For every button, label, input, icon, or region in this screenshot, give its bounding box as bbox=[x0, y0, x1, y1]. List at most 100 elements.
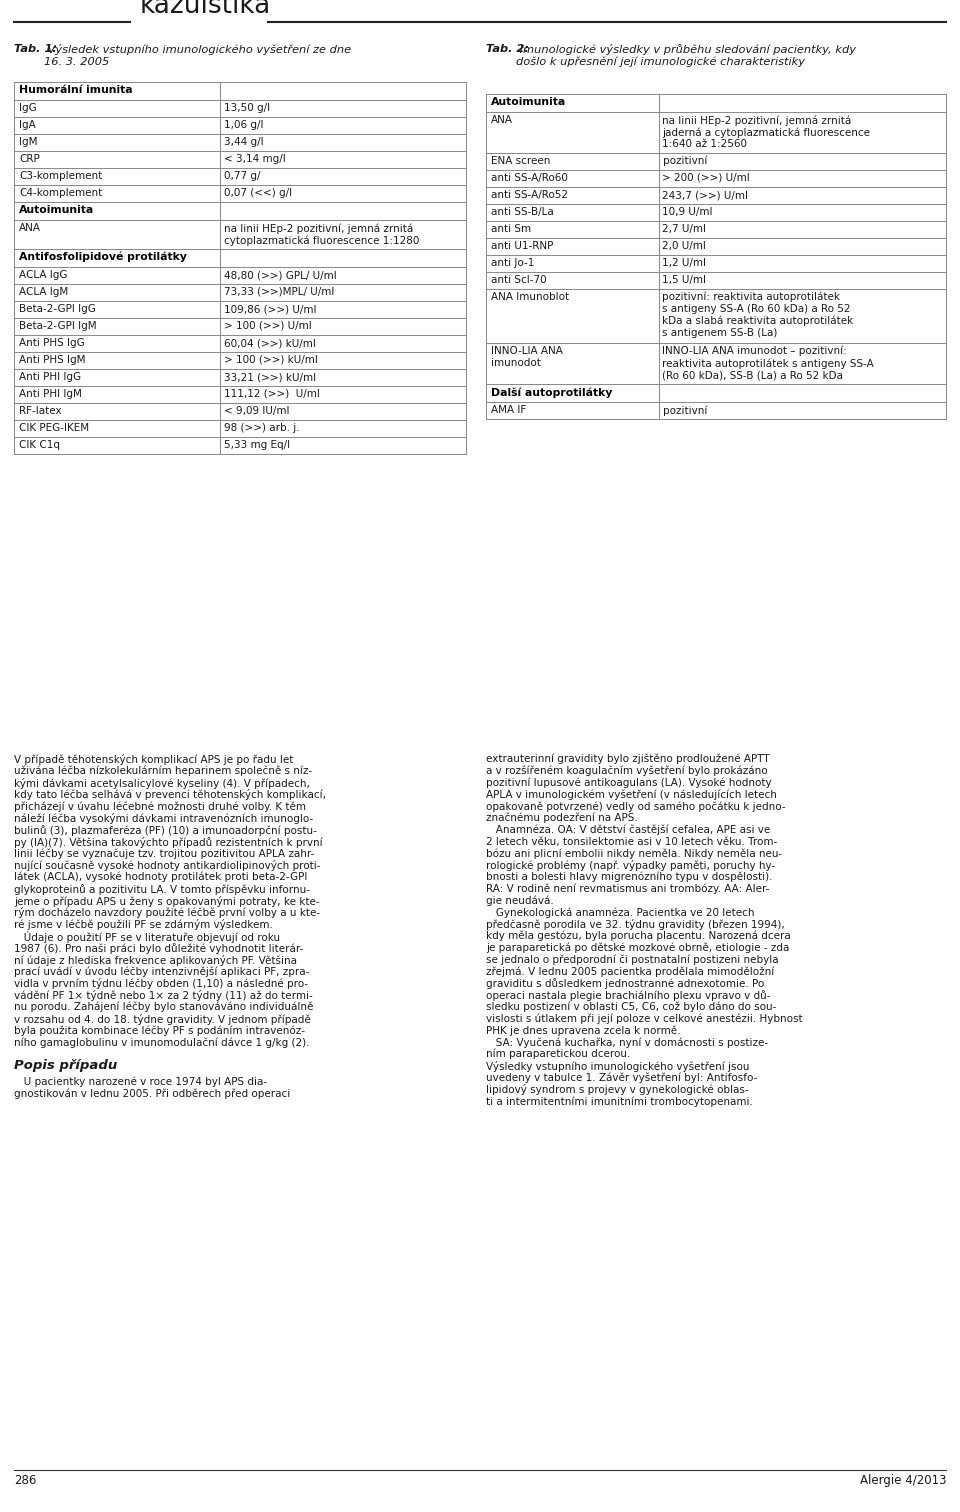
Text: anti U1-RNP: anti U1-RNP bbox=[491, 240, 553, 251]
Text: operaci nastala plegie brachiálního plexu vpravo v dů-: operaci nastala plegie brachiálního plex… bbox=[486, 990, 771, 1001]
Text: 13,50 g/l: 13,50 g/l bbox=[224, 103, 270, 113]
Text: vislosti s útlakem při její poloze v celkové anestézii. Hybnost: vislosti s útlakem při její poloze v cel… bbox=[486, 1013, 803, 1024]
Text: byla použita kombinace léčby PF s podáním intravenóz-: byla použita kombinace léčby PF s podání… bbox=[14, 1025, 305, 1036]
Text: APLA v imunologickém vyšetření (v následujících letech: APLA v imunologickém vyšetření (v násled… bbox=[486, 789, 777, 800]
Text: PHK je dnes upravena zcela k normě.: PHK je dnes upravena zcela k normě. bbox=[486, 1025, 681, 1036]
Text: ACLA IgG: ACLA IgG bbox=[19, 271, 67, 280]
Text: kazuistika: kazuistika bbox=[140, 0, 272, 20]
Text: anti SS-B/La: anti SS-B/La bbox=[491, 207, 554, 218]
Text: Další autoprotilátky: Další autoprotilátky bbox=[491, 387, 612, 398]
Text: ENA screen: ENA screen bbox=[491, 156, 550, 166]
Text: ní údaje z hlediska frekvence aplikovaných PF. Většina: ní údaje z hlediska frekvence aplikovaný… bbox=[14, 954, 297, 966]
Text: RF-latex: RF-latex bbox=[19, 407, 61, 416]
Text: anti SS-A/Ro60: anti SS-A/Ro60 bbox=[491, 172, 568, 183]
Text: 10,9 U/ml: 10,9 U/ml bbox=[662, 207, 713, 218]
Text: 73,33 (>>)MPL/ U/ml: 73,33 (>>)MPL/ U/ml bbox=[224, 287, 334, 296]
Text: 0,07 (<<) g/l: 0,07 (<<) g/l bbox=[224, 187, 292, 198]
Text: ANA Imunoblot: ANA Imunoblot bbox=[491, 292, 569, 302]
Text: rologické problémy (např. výpadky paměti, poruchy hy-: rologické problémy (např. výpadky paměti… bbox=[486, 860, 776, 871]
Text: CIK C1q: CIK C1q bbox=[19, 440, 60, 451]
Text: 1,2 U/ml: 1,2 U/ml bbox=[662, 259, 707, 268]
Text: C4-komplement: C4-komplement bbox=[19, 187, 103, 198]
Text: jeme o případu APS u ženy s opakovanými potraty, ke kte-: jeme o případu APS u ženy s opakovanými … bbox=[14, 895, 320, 907]
Text: IgA: IgA bbox=[19, 119, 36, 130]
Text: ti a intermitentními imunitními trombocytopenami.: ti a intermitentními imunitními trombocy… bbox=[486, 1096, 753, 1107]
Text: sledku postizení v oblasti C5, C6, což bylo dáno do sou-: sledku postizení v oblasti C5, C6, což b… bbox=[486, 1002, 777, 1013]
Text: kdy tato léčba selhává v prevenci těhotenských komplikací,: kdy tato léčba selhává v prevenci těhote… bbox=[14, 789, 326, 800]
Text: vidla v prvním týdnu léčby obden (1,10) a následné pro-: vidla v prvním týdnu léčby obden (1,10) … bbox=[14, 978, 308, 989]
Text: Anti PHS IgG: Anti PHS IgG bbox=[19, 339, 84, 348]
Text: 2,0 U/ml: 2,0 U/ml bbox=[662, 240, 707, 251]
Text: glykoproteinů a pozitivitu LA. V tomto příspěvku infornu-: glykoproteinů a pozitivitu LA. V tomto p… bbox=[14, 885, 310, 895]
Text: na linii HEp-2 pozitivní, jemná zrnitá
cytoplazmatická fluorescence 1:1280: na linii HEp-2 pozitivní, jemná zrnitá c… bbox=[224, 222, 419, 246]
Text: Alergie 4/2013: Alergie 4/2013 bbox=[859, 1474, 946, 1486]
Text: IgM: IgM bbox=[19, 138, 37, 147]
Text: C3-komplement: C3-komplement bbox=[19, 171, 103, 181]
Text: V případě těhotenských komplikací APS je po řadu let: V případě těhotenských komplikací APS je… bbox=[14, 754, 294, 765]
Text: pozitivní: reaktivita autoprotilátek
s antigeny SS-A (Ro 60 kDa) a Ro 52
kDa a s: pozitivní: reaktivita autoprotilátek s a… bbox=[662, 292, 853, 337]
Text: bnosti a bolesti hlavy migrenózního typu v dospělosti).: bnosti a bolesti hlavy migrenózního typu… bbox=[486, 872, 773, 883]
Text: kými dávkami acetylsalicylové kyseliny (4). V případech,: kými dávkami acetylsalicylové kyseliny (… bbox=[14, 777, 310, 789]
Text: Autoimunita: Autoimunita bbox=[491, 97, 566, 107]
Text: 5,33 mg Eq/l: 5,33 mg Eq/l bbox=[224, 440, 290, 451]
Text: opakovaně potvrzené) vedly od samého počátku k jedno-: opakovaně potvrzené) vedly od samého poč… bbox=[486, 801, 785, 812]
Text: Beta-2-GPI IgG: Beta-2-GPI IgG bbox=[19, 304, 96, 314]
Text: látek (ACLA), vysoké hodnoty protilátek proti beta-2-GPI: látek (ACLA), vysoké hodnoty protilátek … bbox=[14, 872, 307, 883]
Text: ním paraparetickou dcerou.: ním paraparetickou dcerou. bbox=[486, 1049, 631, 1060]
Text: U pacientky narozené v roce 1974 byl APS dia-: U pacientky narozené v roce 1974 byl APS… bbox=[14, 1077, 267, 1087]
Text: 33,21 (>>) kU/ml: 33,21 (>>) kU/ml bbox=[224, 372, 316, 383]
Text: 3,44 g/l: 3,44 g/l bbox=[224, 138, 263, 147]
Text: 2 letech věku, tonsilektomie asi v 10 letech věku. Trom-: 2 letech věku, tonsilektomie asi v 10 le… bbox=[486, 836, 778, 847]
Text: 109,86 (>>) U/ml: 109,86 (>>) U/ml bbox=[224, 304, 316, 314]
Text: předčasně porodila ve 32. týdnu gravidity (březen 1994),: předčasně porodila ve 32. týdnu gravidit… bbox=[486, 919, 784, 930]
Text: Tab. 1:: Tab. 1: bbox=[14, 44, 57, 54]
Text: anti Sm: anti Sm bbox=[491, 224, 531, 234]
Text: lipidový syndrom s projevy v gynekologické oblas-: lipidový syndrom s projevy v gynekologic… bbox=[486, 1084, 749, 1095]
Text: anti Scl-70: anti Scl-70 bbox=[491, 275, 546, 284]
Text: uvedeny v tabulce 1. Závěr vyšetření byl: Antifosfo-: uvedeny v tabulce 1. Závěr vyšetření byl… bbox=[486, 1072, 757, 1083]
Text: RA: V rodině není revmatismus ani trombózy. AA: Aler-: RA: V rodině není revmatismus ani trombó… bbox=[486, 885, 770, 894]
Text: graviditu s důsledkem jednostranné adnexotomie. Po: graviditu s důsledkem jednostranné adnex… bbox=[486, 978, 764, 989]
Text: Humorální imunita: Humorální imunita bbox=[19, 85, 132, 95]
Text: Autoimunita: Autoimunita bbox=[19, 206, 94, 215]
Text: značnému podezření na APS.: značnému podezření na APS. bbox=[486, 813, 637, 824]
Text: Anti PHS IgM: Anti PHS IgM bbox=[19, 355, 85, 364]
Text: anti Jo-1: anti Jo-1 bbox=[491, 259, 535, 268]
Text: prací uvádí v úvodu léčby intenzivnější aplikaci PF, zpra-: prací uvádí v úvodu léčby intenzivnější … bbox=[14, 966, 309, 977]
Text: je paraparetická po dětské mozkové obrně, etiologie - zda: je paraparetická po dětské mozkové obrně… bbox=[486, 943, 789, 953]
Text: Anti PHI IgM: Anti PHI IgM bbox=[19, 389, 82, 399]
Text: v rozsahu od 4. do 18. týdne gravidity. V jednom případě: v rozsahu od 4. do 18. týdne gravidity. … bbox=[14, 1013, 311, 1025]
Text: 0,77 g/: 0,77 g/ bbox=[224, 171, 260, 181]
Text: ACLA IgM: ACLA IgM bbox=[19, 287, 68, 296]
Text: 243,7 (>>) U/ml: 243,7 (>>) U/ml bbox=[662, 191, 749, 200]
Text: CRP: CRP bbox=[19, 154, 39, 163]
Text: < 9,09 IU/ml: < 9,09 IU/ml bbox=[224, 407, 289, 416]
Text: INNO-LIA ANA
imunodot: INNO-LIA ANA imunodot bbox=[491, 346, 563, 367]
Text: anti SS-A/Ro52: anti SS-A/Ro52 bbox=[491, 191, 568, 200]
Text: Gynekologická anamnéza. Pacientka ve 20 letech: Gynekologická anamnéza. Pacientka ve 20 … bbox=[486, 907, 755, 918]
Text: 98 (>>) arb. j.: 98 (>>) arb. j. bbox=[224, 423, 300, 432]
Text: > 200 (>>) U/ml: > 200 (>>) U/ml bbox=[662, 172, 751, 183]
Text: ré jsme v léčbě použili PF se zdárným výsledkem.: ré jsme v léčbě použili PF se zdárným vý… bbox=[14, 919, 273, 930]
Text: IgG: IgG bbox=[19, 103, 36, 113]
Text: přicházejí v úvahu léčebné možnosti druhé volby. K těm: přicházejí v úvahu léčebné možnosti druh… bbox=[14, 801, 306, 812]
Text: gnostikován v lednu 2005. Při odběrech před operaci: gnostikován v lednu 2005. Při odběrech p… bbox=[14, 1089, 290, 1099]
Text: extrauterinní gravidity bylo zjištěno prodloužené APTT: extrauterinní gravidity bylo zjištěno pr… bbox=[486, 754, 770, 765]
Text: vádění PF 1× týdně nebo 1× za 2 týdny (11) až do termi-: vádění PF 1× týdně nebo 1× za 2 týdny (1… bbox=[14, 990, 313, 1001]
Text: 60,04 (>>) kU/ml: 60,04 (>>) kU/ml bbox=[224, 339, 316, 348]
Text: kdy měla gestózu, byla porucha placentu. Narozená dcera: kdy měla gestózu, byla porucha placentu.… bbox=[486, 931, 791, 942]
Text: 1987 (6). Pro naši práci bylo důležité vyhodnotit literár-: 1987 (6). Pro naši práci bylo důležité v… bbox=[14, 943, 303, 954]
Text: Antifosfolipidové protilátky: Antifosfolipidové protilátky bbox=[19, 253, 187, 263]
Text: pozitivní: pozitivní bbox=[662, 156, 707, 166]
Text: nu porodu. Zahájení léčby bylo stanováváno individuálně: nu porodu. Zahájení léčby bylo stanovává… bbox=[14, 1002, 313, 1013]
Text: AMA IF: AMA IF bbox=[491, 405, 526, 414]
Text: INNO-LIA ANA imunodot – pozitivní:
reaktivita autoprotilátek s antigeny SS-A
(Ro: INNO-LIA ANA imunodot – pozitivní: reakt… bbox=[662, 346, 875, 381]
Text: pozitivní: pozitivní bbox=[662, 405, 707, 416]
Text: na linii HEp-2 pozitivní, jemná zrnitá
jaderná a cytoplazmatická fluorescence
1:: na linii HEp-2 pozitivní, jemná zrnitá j… bbox=[662, 115, 871, 150]
Text: Anamnéza. OA: V dětství častější cefalea, APE asi ve: Anamnéza. OA: V dětství častější cefalea… bbox=[486, 826, 770, 835]
Text: CIK PEG-IKEM: CIK PEG-IKEM bbox=[19, 423, 89, 432]
Text: py (IA)(7). Většina takovýchto případů rezistentních k první: py (IA)(7). Většina takovýchto případů r… bbox=[14, 836, 323, 848]
Text: bózu ani plicní embolii nikdy neměla. Nikdy neměla neu-: bózu ani plicní embolii nikdy neměla. Ni… bbox=[486, 848, 782, 859]
Text: Imunologické výsledky v průběhu sledování pacientky, kdy
došlo k upřesnění její : Imunologické výsledky v průběhu sledován… bbox=[516, 44, 856, 67]
Text: 111,12 (>>)  U/ml: 111,12 (>>) U/ml bbox=[224, 389, 320, 399]
